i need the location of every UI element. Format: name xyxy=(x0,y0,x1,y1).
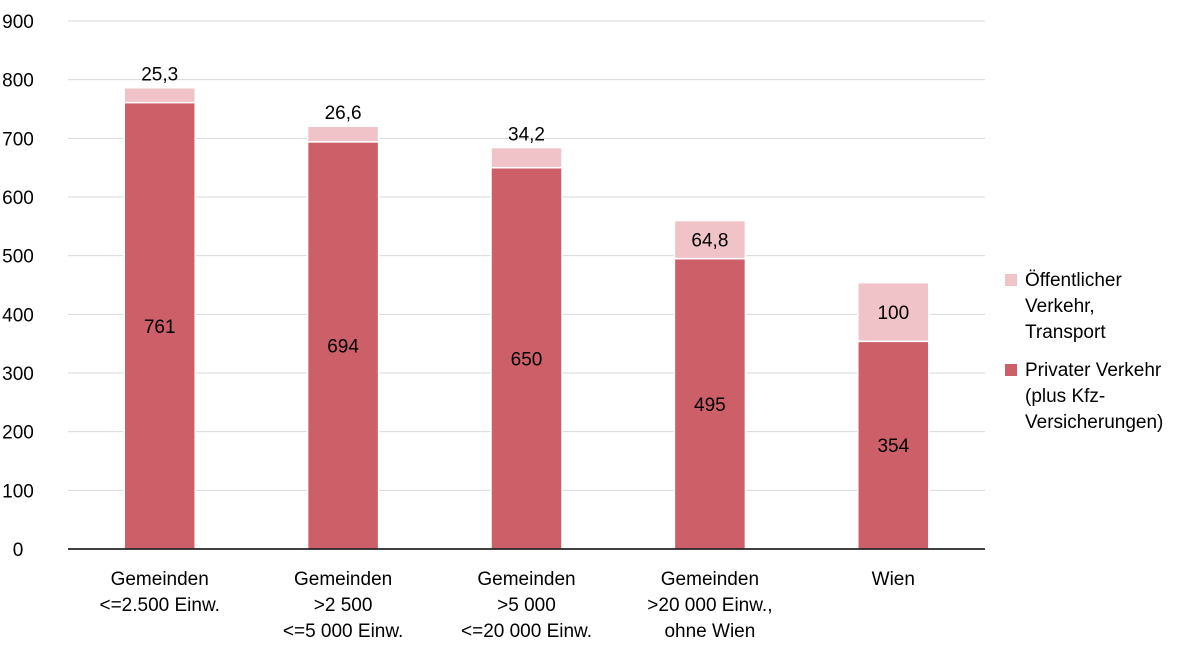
legend: Öffentlicher Verkehr, Transport Privater… xyxy=(1005,268,1190,448)
x-tick-label: <=20 000 Einw. xyxy=(461,621,592,642)
y-tick-label: 500 xyxy=(2,247,34,268)
y-axis: 0 100 200 300 400 500 600 700 800 900 xyxy=(2,12,34,561)
y-tick-label: 900 xyxy=(2,12,34,33)
bar-segment-public xyxy=(123,86,196,104)
y-tick-label: 300 xyxy=(2,364,34,385)
x-tick-label: >5 000 xyxy=(497,595,556,616)
data-label: 26,6 xyxy=(325,103,362,124)
x-tick-label: >20 000 Einw., xyxy=(647,595,772,616)
data-label: 495 xyxy=(694,395,726,416)
legend-item-public: Öffentlicher Verkehr, Transport xyxy=(1005,268,1190,346)
x-tick-label: <=2.500 Einw. xyxy=(99,595,219,616)
y-tick-label: 800 xyxy=(2,71,34,92)
y-tick-label: 200 xyxy=(2,423,34,444)
x-tick-label: Gemeinden xyxy=(111,569,209,590)
bar-segment-private xyxy=(857,340,930,550)
data-label: 100 xyxy=(877,303,909,324)
y-tick-label: 400 xyxy=(2,305,34,326)
bar-segment-private xyxy=(306,141,380,550)
bar-segment-public xyxy=(673,219,747,260)
legend-label-public: Öffentlicher Verkehr, Transport xyxy=(1025,270,1122,343)
data-label: 694 xyxy=(327,336,359,357)
bar-segment-public xyxy=(857,281,930,343)
x-tick-label: >2 500 xyxy=(314,595,373,616)
x-tick-label: Gemeinden xyxy=(477,569,575,590)
x-axis: Gemeinden <=2.500 Einw. Gemeinden >2 500 <=5… xyxy=(68,548,985,642)
x-tick-label: Wien xyxy=(872,569,915,590)
legend-swatch-private xyxy=(1005,364,1017,376)
bars xyxy=(123,86,930,550)
legend-label-private: Privater Verkehr (plus Kfz- Versicherung… xyxy=(1025,360,1164,433)
bar-segment-private xyxy=(490,166,563,550)
legend-item-private: Privater Verkehr (plus Kfz- Versicherung… xyxy=(1005,358,1190,436)
x-tick-label: <=5 000 Einw. xyxy=(283,621,403,642)
data-label: 34,2 xyxy=(508,125,545,146)
data-label: 761 xyxy=(144,317,176,338)
y-tick-label: 0 xyxy=(13,540,24,561)
bar-segment-public xyxy=(490,146,563,169)
data-labels: 761 25,3 694 26,6 650 34,2 495 64,8 354 100 xyxy=(141,65,909,457)
data-label: 25,3 xyxy=(141,65,178,86)
x-tick-label: ohne Wien xyxy=(664,621,755,642)
bar-segment-private xyxy=(123,101,196,550)
legend-swatch-public xyxy=(1005,274,1017,286)
x-tick-label: Gemeinden xyxy=(294,569,392,590)
data-label: 650 xyxy=(511,349,543,370)
data-label: 354 xyxy=(877,436,909,457)
y-tick-label: 600 xyxy=(2,188,34,209)
y-tick-label: 700 xyxy=(2,129,34,150)
x-tick-label: Gemeinden xyxy=(661,569,759,590)
data-label: 64,8 xyxy=(691,231,728,252)
y-tick-label: 100 xyxy=(2,481,34,502)
bar-segment-public xyxy=(306,125,380,143)
